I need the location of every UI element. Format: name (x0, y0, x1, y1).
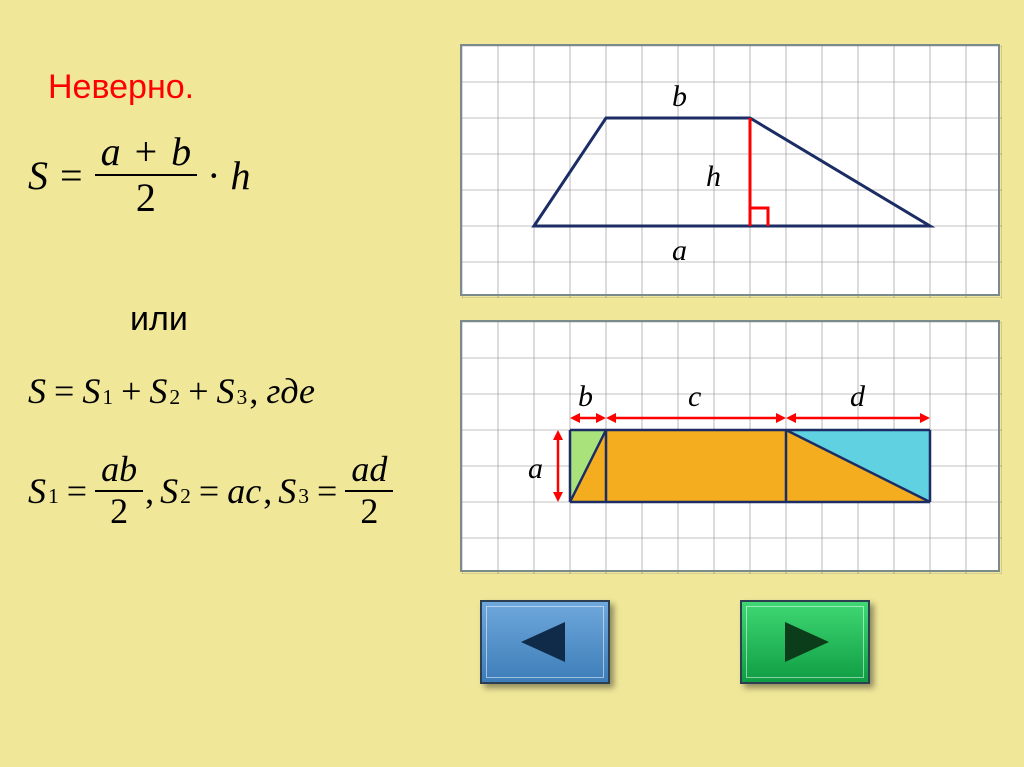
back-button[interactable] (480, 600, 610, 684)
svg-text:b: b (672, 80, 687, 113)
formula-sum-of-parts: S = S1 + S2 + S3 , где (28, 370, 448, 412)
or-label: или (130, 300, 188, 339)
svg-text:c: c (688, 380, 701, 413)
forward-button[interactable] (740, 600, 870, 684)
formula-trapezoid-area: S = a + b 2 · h (28, 130, 448, 220)
arrow-right-icon (775, 618, 835, 666)
equals: = (60, 152, 83, 199)
var-h: h (230, 152, 250, 199)
nav-button-row (480, 600, 870, 684)
trapezoid-svg: b h a (462, 46, 1002, 298)
feedback-title: Неверно. (48, 68, 194, 107)
diagram-decomposition-on-grid: b c d a (460, 320, 1000, 572)
svg-text:a: a (672, 234, 687, 267)
fraction-a-plus-b-over-2: a + b 2 (95, 130, 198, 220)
formula-parts-definitions: S1 = ab 2 , S2 = ac , S3 = ad 2 (28, 450, 448, 531)
diagram-trapezoid-on-grid: b h a (460, 44, 1000, 296)
svg-text:b: b (578, 380, 593, 413)
var-S: S (28, 152, 48, 199)
dot-operator: · (207, 152, 220, 199)
svg-text:h: h (706, 160, 721, 193)
arrow-left-icon (515, 618, 575, 666)
decomposition-svg: b c d a (462, 322, 1002, 574)
svg-text:a: a (528, 452, 543, 485)
svg-text:d: d (850, 380, 866, 413)
